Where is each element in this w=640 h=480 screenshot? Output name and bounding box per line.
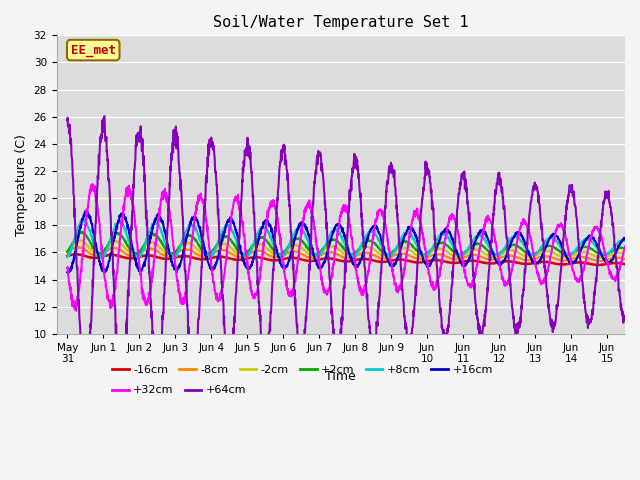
+8cm [621, 238, 629, 243]
+2cm [621, 246, 629, 252]
+32cm [503, 279, 511, 285]
+2cm [63, 249, 71, 254]
+8cm [98, 256, 106, 262]
+64cm [503, 236, 511, 242]
+2cm [491, 252, 499, 258]
+2cm [92, 248, 100, 254]
Y-axis label: Temperature (C): Temperature (C) [15, 133, 28, 236]
+32cm [88, 181, 96, 187]
+64cm [92, 215, 100, 220]
-2cm [76, 237, 84, 243]
+16cm [335, 221, 342, 227]
-16cm [73, 252, 81, 257]
-16cm [605, 261, 613, 266]
+2cm [77, 229, 85, 235]
-2cm [63, 248, 71, 254]
-2cm [605, 253, 613, 259]
+32cm [605, 268, 613, 274]
-8cm [63, 250, 71, 255]
-2cm [621, 251, 629, 257]
+16cm [605, 259, 613, 265]
+32cm [621, 244, 629, 250]
+16cm [92, 241, 100, 247]
-8cm [335, 252, 342, 258]
+8cm [63, 254, 71, 260]
Line: +32cm: +32cm [67, 184, 625, 311]
Line: -16cm: -16cm [67, 254, 625, 265]
X-axis label: Time: Time [325, 370, 356, 383]
+8cm [335, 229, 343, 235]
Line: +16cm: +16cm [67, 211, 625, 272]
+2cm [605, 250, 613, 256]
+64cm [605, 198, 613, 204]
+16cm [605, 260, 612, 265]
+8cm [92, 247, 100, 253]
+64cm [321, 189, 328, 195]
+64cm [621, 317, 629, 323]
+8cm [321, 245, 328, 251]
+32cm [335, 222, 343, 228]
-16cm [621, 262, 629, 267]
-8cm [74, 244, 81, 250]
Title: Soil/Water Temperature Set 1: Soil/Water Temperature Set 1 [213, 15, 468, 30]
+2cm [335, 240, 342, 246]
-8cm [605, 256, 613, 262]
+64cm [335, 347, 343, 353]
+32cm [63, 265, 71, 271]
+2cm [605, 251, 613, 256]
+8cm [79, 217, 86, 223]
+16cm [82, 208, 90, 214]
+8cm [605, 250, 613, 255]
+32cm [93, 197, 100, 203]
+32cm [321, 288, 328, 294]
-2cm [503, 249, 511, 254]
-8cm [503, 253, 511, 259]
Legend: +32cm, +64cm: +32cm, +64cm [108, 381, 251, 400]
Line: -2cm: -2cm [67, 240, 625, 258]
-8cm [621, 256, 629, 262]
-2cm [335, 247, 342, 252]
+16cm [621, 236, 629, 241]
Line: -8cm: -8cm [67, 247, 625, 261]
-16cm [92, 255, 100, 261]
-16cm [335, 257, 342, 263]
Line: +8cm: +8cm [67, 220, 625, 259]
-2cm [92, 251, 100, 256]
+64cm [605, 200, 613, 205]
Line: +2cm: +2cm [67, 232, 625, 255]
Text: EE_met: EE_met [71, 44, 116, 57]
-16cm [320, 256, 328, 262]
-8cm [320, 251, 328, 256]
+64cm [100, 113, 108, 119]
+8cm [503, 241, 511, 247]
+32cm [72, 308, 80, 314]
-2cm [605, 253, 613, 259]
-16cm [63, 253, 71, 259]
+16cm [320, 259, 328, 265]
+16cm [503, 252, 511, 258]
Line: +64cm: +64cm [67, 116, 625, 383]
+8cm [605, 250, 613, 255]
+64cm [81, 380, 89, 385]
-2cm [598, 255, 605, 261]
+2cm [503, 244, 511, 250]
-16cm [595, 262, 603, 268]
+32cm [605, 267, 613, 273]
-16cm [503, 259, 511, 264]
+64cm [63, 118, 71, 123]
-16cm [605, 261, 613, 266]
-2cm [320, 247, 328, 253]
-8cm [92, 252, 100, 258]
-8cm [596, 258, 604, 264]
+2cm [320, 245, 328, 251]
-8cm [605, 256, 613, 262]
+16cm [63, 269, 71, 275]
